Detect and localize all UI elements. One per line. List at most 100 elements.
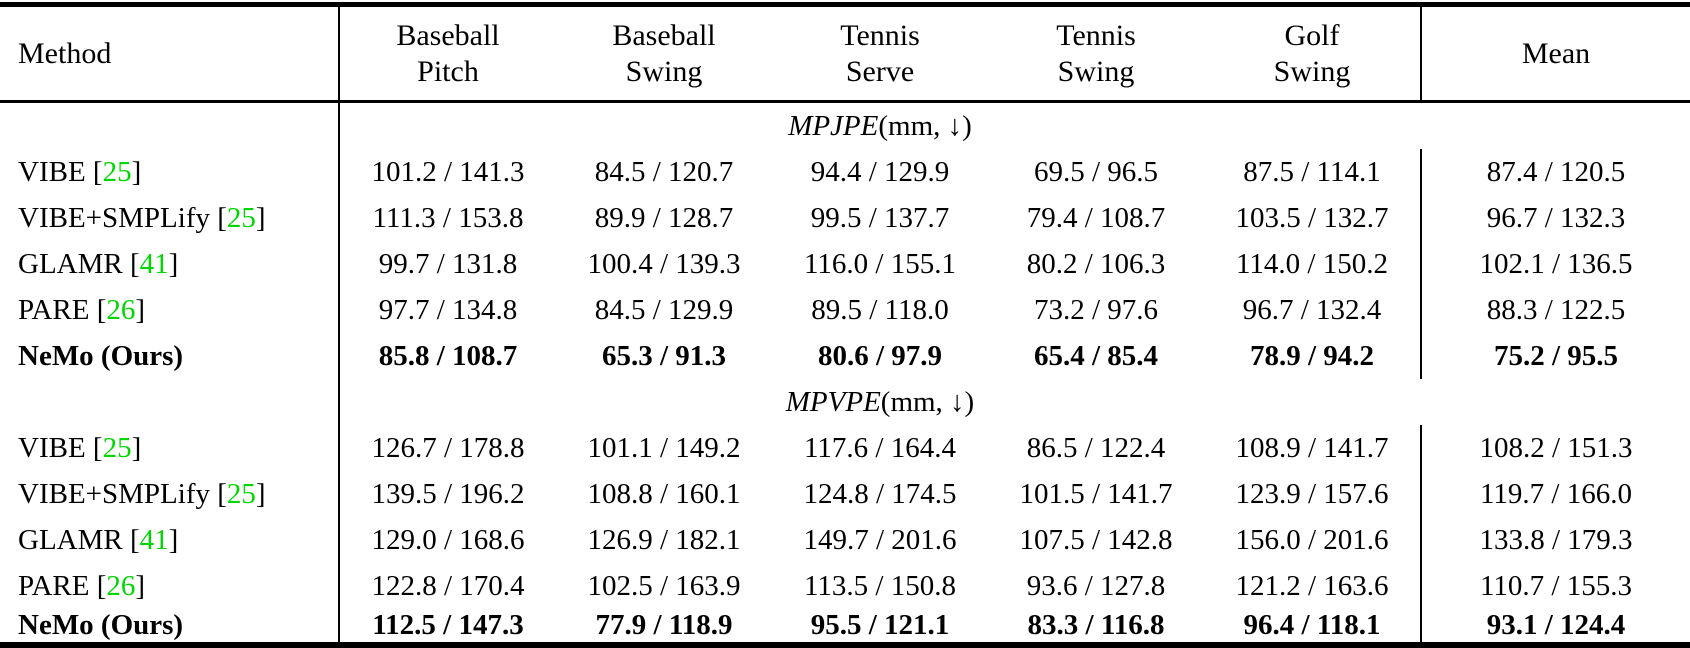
col-header-line1: Baseball bbox=[612, 19, 716, 53]
value-cell: 79.4 / 108.7 bbox=[1026, 201, 1166, 234]
citation-bracket: ] bbox=[255, 201, 266, 234]
citation-bracket: [ bbox=[122, 247, 140, 280]
value-cell: 65.3 / 91.3 bbox=[601, 339, 727, 372]
method-cell: GLAMR [41] bbox=[0, 517, 340, 563]
value-cell: 89.5 / 118.0 bbox=[811, 293, 949, 326]
value-cell: 69.5 / 96.5 bbox=[1033, 155, 1159, 188]
col-header-method: Method bbox=[0, 7, 340, 103]
value-cell: 124.8 / 174.5 bbox=[803, 477, 957, 510]
col-header-line1: Golf bbox=[1284, 19, 1340, 53]
value-cell: 126.7 / 178.8 bbox=[371, 431, 525, 464]
value-cell: 107.5 / 142.8 bbox=[1019, 523, 1173, 556]
col-header-line2: Swing bbox=[625, 54, 703, 88]
col-header-line1: Tennis bbox=[840, 19, 920, 53]
method-name: VIBE+SMPLify bbox=[18, 477, 210, 510]
value-cell: 111.3 / 153.8 bbox=[372, 201, 524, 234]
col-header-golf-swing: Golf Swing bbox=[1204, 7, 1420, 103]
value-cell: 99.5 / 137.7 bbox=[810, 201, 950, 234]
value-cell: 85.8 / 108.7 bbox=[378, 339, 518, 372]
section-row-method-spacer bbox=[0, 103, 340, 149]
citation-bracket: [ bbox=[122, 523, 140, 556]
col-header-method-label: Method bbox=[18, 36, 112, 70]
method-name: VIBE bbox=[18, 431, 86, 464]
citation-ref[interactable]: 26 bbox=[106, 293, 136, 326]
value-cell: 101.1 / 149.2 bbox=[587, 431, 741, 464]
method-name: VIBE bbox=[18, 155, 86, 188]
method-cell: GLAMR [41] bbox=[0, 241, 340, 287]
value-cell: 80.6 / 97.9 bbox=[817, 339, 943, 372]
citation-ref[interactable]: 25 bbox=[226, 477, 256, 510]
value-cell: 87.5 / 114.1 bbox=[1243, 155, 1381, 188]
col-header-line2: Pitch bbox=[417, 54, 479, 88]
col-header-mean-label: Mean bbox=[1521, 36, 1591, 70]
citation-ref[interactable]: 25 bbox=[102, 431, 132, 464]
citation-bracket: ] bbox=[135, 293, 146, 326]
citation-bracket: ] bbox=[168, 523, 179, 556]
value-cell: 139.5 / 196.2 bbox=[371, 477, 525, 510]
citation-ref[interactable]: 25 bbox=[102, 155, 132, 188]
section-label-mpvpe: MPVPE (mm, ↓) bbox=[340, 379, 1420, 425]
method-cell: VIBE+SMPLify [25] bbox=[0, 471, 340, 517]
mean-value-cell: 75.2 / 95.5 bbox=[1420, 333, 1690, 379]
value-cell: 108.8 / 160.1 bbox=[587, 477, 741, 510]
value-cell: 103.5 / 132.7 bbox=[1235, 201, 1389, 234]
value-cell: 101.5 / 141.7 bbox=[1019, 477, 1173, 510]
value-cell: 73.2 / 97.6 bbox=[1033, 293, 1159, 326]
method-cell: VIBE [25] bbox=[0, 425, 340, 471]
col-header-line2: Swing bbox=[1057, 54, 1135, 88]
citation-ref[interactable]: 26 bbox=[106, 569, 136, 602]
mean-value-cell: 96.7 / 132.3 bbox=[1420, 195, 1690, 241]
method-cell: NeMo (Ours) bbox=[0, 609, 340, 642]
value-cell: 77.9 / 118.9 bbox=[595, 609, 733, 641]
col-header-tennis-serve: Tennis Serve bbox=[772, 7, 988, 103]
section-label-mpjpe: MPJPE (mm, ↓) bbox=[340, 103, 1420, 149]
value-cell: 117.6 / 164.4 bbox=[804, 431, 956, 464]
citation-bracket: [ bbox=[209, 201, 227, 234]
mean-value-cell: 88.3 / 122.5 bbox=[1420, 287, 1690, 333]
section-metric-unit: (mm, ↓) bbox=[880, 385, 975, 418]
citation-bracket: [ bbox=[85, 431, 103, 464]
section-metric-name: MPVPE bbox=[785, 385, 881, 418]
citation-bracket: [ bbox=[89, 293, 107, 326]
citation-bracket: ] bbox=[135, 569, 146, 602]
mean-value-cell: 119.7 / 166.0 bbox=[1420, 471, 1690, 517]
method-name: NeMo (Ours) bbox=[18, 339, 184, 372]
method-name: PARE bbox=[18, 569, 90, 602]
citation-bracket: [ bbox=[85, 155, 103, 188]
citation-bracket: ] bbox=[255, 477, 266, 510]
mean-value-cell: 108.2 / 151.3 bbox=[1420, 425, 1690, 471]
citation-ref[interactable]: 41 bbox=[139, 523, 169, 556]
value-cell: 114.0 / 150.2 bbox=[1236, 247, 1388, 280]
col-header-line2: Serve bbox=[845, 54, 915, 88]
section-metric-unit: (mm, ↓) bbox=[878, 109, 972, 142]
section-row-mean-spacer bbox=[1420, 103, 1690, 149]
citation-bracket: ] bbox=[168, 247, 179, 280]
citation-ref[interactable]: 41 bbox=[139, 247, 169, 280]
value-cell: 116.0 / 155.1 bbox=[804, 247, 956, 280]
value-cell: 123.9 / 157.6 bbox=[1235, 477, 1389, 510]
citation-bracket: ] bbox=[131, 155, 142, 188]
value-cell: 80.2 / 106.3 bbox=[1026, 247, 1166, 280]
value-cell: 113.5 / 150.8 bbox=[804, 569, 956, 602]
value-cell: 86.5 / 122.4 bbox=[1026, 431, 1166, 464]
section-row-method-spacer bbox=[0, 379, 340, 425]
value-cell: 112.5 / 147.3 bbox=[372, 609, 524, 641]
method-cell: VIBE+SMPLify [25] bbox=[0, 195, 340, 241]
value-cell: 101.2 / 141.3 bbox=[371, 155, 525, 188]
mean-value-cell: 102.1 / 136.5 bbox=[1420, 241, 1690, 287]
value-cell: 122.8 / 170.4 bbox=[371, 569, 525, 602]
mean-value-cell: 93.1 / 124.4 bbox=[1420, 609, 1690, 642]
method-name: GLAMR bbox=[18, 523, 123, 556]
method-cell: PARE [26] bbox=[0, 287, 340, 333]
method-cell: VIBE [25] bbox=[0, 149, 340, 195]
value-cell: 129.0 / 168.6 bbox=[371, 523, 525, 556]
value-cell: 84.5 / 120.7 bbox=[594, 155, 734, 188]
value-cell: 97.7 / 134.8 bbox=[378, 293, 518, 326]
value-cell: 96.4 / 118.1 bbox=[1243, 609, 1381, 641]
value-cell: 65.4 / 85.4 bbox=[1033, 339, 1159, 372]
method-cell: PARE [26] bbox=[0, 563, 340, 609]
col-header-mean: Mean bbox=[1420, 7, 1690, 103]
value-cell: 100.4 / 139.3 bbox=[587, 247, 741, 280]
citation-ref[interactable]: 25 bbox=[226, 201, 256, 234]
